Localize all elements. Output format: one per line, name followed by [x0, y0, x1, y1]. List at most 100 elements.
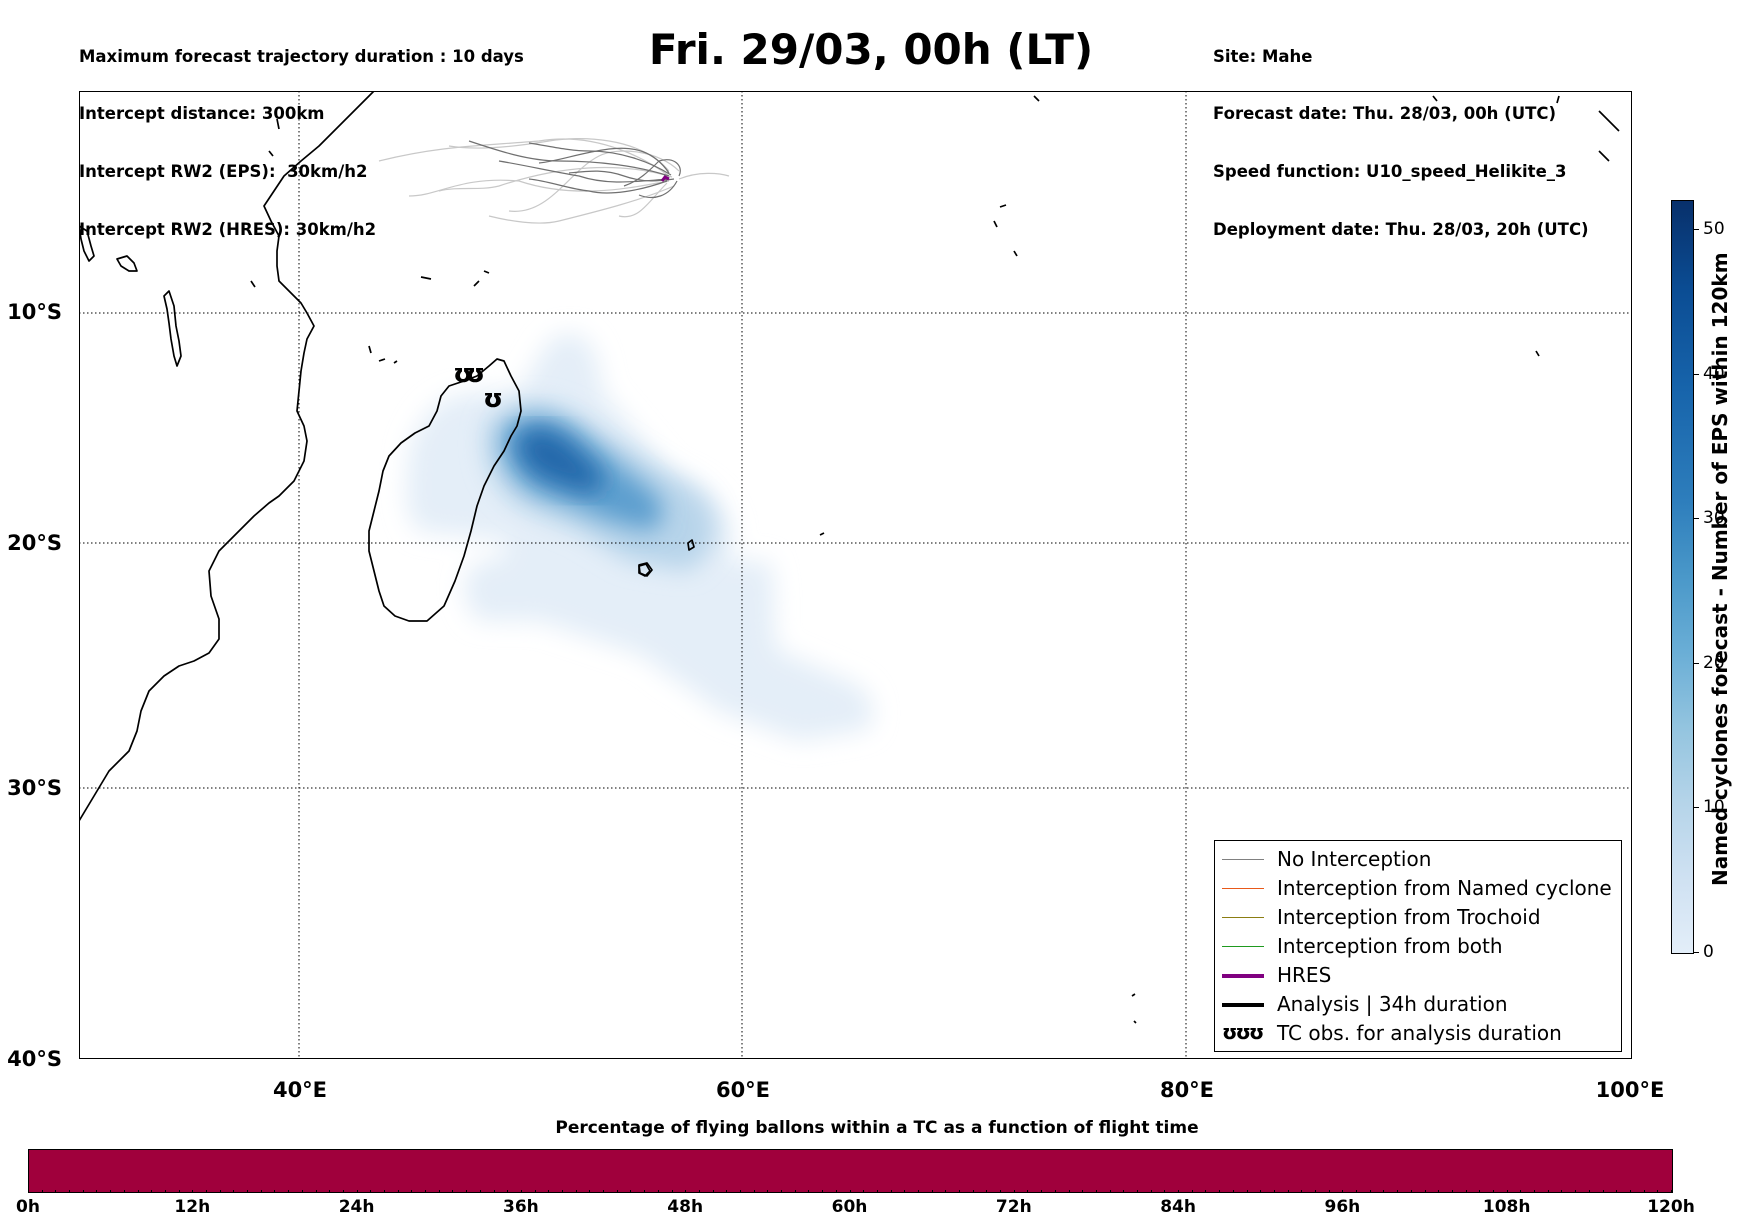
flight-time-minor-tick: [1575, 1190, 1577, 1193]
flight-time-minor-tick: [603, 1190, 605, 1193]
flight-time-minor-tick: [219, 1190, 221, 1193]
gridlines: [79, 91, 1632, 1059]
flight-time-minor-tick: [493, 1190, 495, 1193]
flight-time-minor-tick: [96, 1190, 98, 1193]
legend-label: Interception from Trochoid: [1277, 905, 1541, 929]
info-line-rw2-hres: Intercept RW2 (HRES): 30km/h2: [79, 220, 377, 240]
flight-time-minor-tick: [671, 1190, 673, 1193]
legend-swatch: [1222, 917, 1264, 918]
flight-time-minor-tick: [835, 1190, 837, 1193]
legend-item-trochoid: Interception from Trochoid: [1215, 903, 1621, 932]
legend-item-hres: HRES: [1215, 961, 1621, 990]
colorbar-tick-mark: [1694, 373, 1699, 375]
colorbar-tick-label: 30: [1703, 508, 1725, 529]
flight-time-minor-tick: [575, 1190, 577, 1193]
flight-time-minor-tick: [342, 1190, 344, 1193]
flight-time-minor-tick: [1506, 1190, 1508, 1193]
flight-time-minor-tick: [192, 1190, 194, 1193]
legend-label: No Interception: [1277, 847, 1432, 871]
lat-label-30s: 30°S: [7, 776, 62, 800]
lat-label-40s: 40°S: [7, 1047, 62, 1071]
flight-time-minor-tick: [438, 1190, 440, 1193]
flight-time-minor-tick: [1534, 1190, 1536, 1193]
legend-tc-symbol: ʊʊʊ: [1222, 1020, 1264, 1044]
flight-time-minor-tick: [1657, 1190, 1659, 1193]
zanzibar-coast: [250, 118, 280, 288]
lon-label-60e: 60°E: [715, 1078, 771, 1102]
flight-time-tick-label: 84h: [1160, 1197, 1196, 1217]
flight-time-minor-tick: [205, 1190, 207, 1193]
info-line-site: Site: Mahe: [1213, 46, 1313, 66]
flight-time-bar: [28, 1149, 1673, 1193]
flight-time-minor-tick: [233, 1190, 235, 1193]
map-canvas: ʊ ʊ ʊ: [79, 91, 1632, 1059]
mauritius-coast: [687, 539, 695, 551]
flight-time-minor-tick: [315, 1190, 317, 1193]
tc-obs-3: ʊ: [483, 384, 503, 414]
traj-light-5: [678, 172, 730, 180]
colorbar-tick-mark: [1694, 662, 1699, 664]
flight-time-minor-tick: [959, 1190, 961, 1193]
flight-time-minor-tick: [260, 1190, 262, 1193]
traj-gray-8: [638, 180, 678, 199]
traj-light-3: [508, 150, 680, 212]
flight-time-minor-tick: [329, 1190, 331, 1193]
flight-time-minor-tick: [616, 1190, 618, 1193]
flight-time-minor-tick: [1424, 1190, 1426, 1193]
flight-time-minor-tick: [520, 1190, 522, 1193]
flight-time-minor-tick: [1219, 1190, 1221, 1193]
info-line-speed-function: Speed function: U10_speed_Helikite_3: [1213, 162, 1567, 182]
flight-time-minor-tick: [698, 1190, 700, 1193]
flight-time-minor-tick: [1643, 1190, 1645, 1193]
traj-light-6: [448, 138, 670, 172]
traj-gray-6: [568, 170, 675, 182]
flight-time-minor-tick: [945, 1190, 947, 1193]
coastlines: [79, 91, 1620, 1024]
colorbar-tick-label: 10: [1703, 797, 1725, 818]
flight-time-minor-tick: [356, 1190, 358, 1193]
flight-time-minor-tick: [986, 1190, 988, 1193]
flight-time-minor-tick: [917, 1190, 919, 1193]
flight-time-title: Percentage of flying ballons within a TC…: [555, 1118, 1199, 1138]
flight-time-minor-tick: [1342, 1190, 1344, 1193]
lat-label-20s: 20°S: [7, 531, 62, 555]
flight-time-minor-tick: [685, 1190, 687, 1193]
flight-time-minor-tick: [397, 1190, 399, 1193]
flight-time-minor-tick: [1013, 1190, 1015, 1193]
flight-time-minor-tick: [411, 1190, 413, 1193]
flight-time-minor-tick: [466, 1190, 468, 1193]
flight-time-minor-tick: [1561, 1190, 1563, 1193]
info-line-distance: Intercept distance: 300km: [79, 104, 325, 124]
flight-time-minor-tick: [739, 1190, 741, 1193]
info-line-forecast-date: Forecast date: Thu. 28/03, 00h (UTC): [1213, 104, 1557, 124]
flight-time-minor-tick: [1178, 1190, 1180, 1193]
legend-swatch: [1222, 888, 1264, 889]
rodrigues-islet: [819, 532, 825, 536]
flight-time-minor-tick: [1068, 1190, 1070, 1193]
legend-item-named-cyclone: Interception from Named cyclone: [1215, 874, 1621, 903]
flight-time-minor-tick: [712, 1190, 714, 1193]
colorbar-label: Named cyclones forecast - Number of EPS …: [1708, 252, 1732, 886]
colorbar-tick-label: 50: [1703, 218, 1725, 239]
flight-time-minor-tick: [1164, 1190, 1166, 1193]
traj-gray-2: [498, 160, 670, 183]
flight-time-minor-tick: [1137, 1190, 1139, 1193]
flight-time-minor-tick: [890, 1190, 892, 1193]
flight-time-minor-tick: [479, 1190, 481, 1193]
flight-time-minor-tick: [753, 1190, 755, 1193]
balloon-trajectories: [378, 138, 730, 224]
flight-time-minor-tick: [41, 1190, 43, 1193]
flight-time-minor-tick: [28, 1190, 29, 1193]
density-colorbar: [1671, 200, 1694, 954]
madagascar-coastline: [368, 358, 522, 622]
lake-victoria-outline: [116, 255, 138, 272]
flight-time-minor-tick: [1397, 1190, 1399, 1193]
flight-time-minor-tick: [178, 1190, 180, 1193]
flight-time-minor-tick: [534, 1190, 536, 1193]
flight-time-minor-tick: [1520, 1190, 1522, 1193]
map-title-text: Fri. 29/03, 00h (LT): [648, 25, 1094, 74]
legend-item-both: Interception from both: [1215, 932, 1621, 961]
flight-time-minor-tick: [1041, 1190, 1043, 1193]
flight-time-minor-tick: [1451, 1190, 1453, 1193]
traj-gray-3: [528, 142, 672, 176]
